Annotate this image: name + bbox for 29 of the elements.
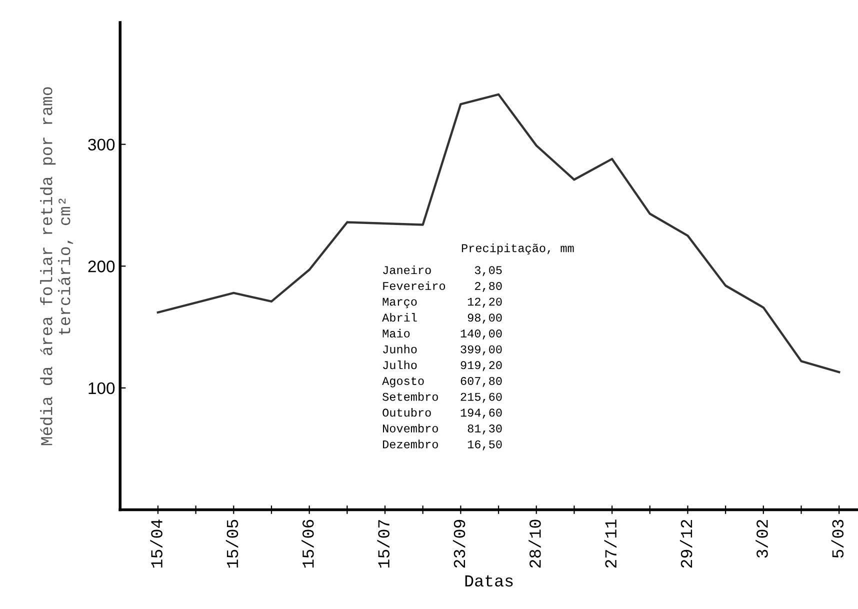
y-tick-label: 300: [88, 138, 115, 151]
annotation: Julho 919,20: [383, 360, 502, 372]
y-tick-label: 200: [88, 260, 115, 272]
x-axis-title: Datas: [465, 575, 513, 587]
x-tick-label: 15/06: [302, 520, 314, 568]
annotation: Março 12,20: [382, 298, 502, 308]
annotation: Fevereiro 2,80: [383, 281, 502, 292]
y-tick-label: 100: [88, 382, 115, 394]
x-tick-label: 27/11: [604, 520, 617, 568]
annotation: Novembro 81,30: [383, 424, 502, 434]
x-tick-label: 15/04: [150, 520, 162, 568]
annotation: Junho 399,00: [383, 344, 502, 356]
x-tick-label: 29/12: [680, 520, 692, 568]
annotation: Outubro 194,60: [382, 408, 502, 419]
line-series: [156, 93, 840, 374]
y-axis-title: Média da área foliar retida por ramo terciário, cm²: [40, 87, 74, 446]
annotation: Maio 140,00: [382, 328, 502, 340]
x-tick-label: 15/05: [226, 520, 238, 568]
annotation: Abril 98,00: [382, 313, 502, 324]
annotation: Dezembro 16,50: [383, 440, 502, 450]
x-tick-label: 5/03: [831, 520, 844, 558]
x-tick-label: 28/10: [528, 520, 541, 568]
annotation: Janeiro 3,05: [383, 266, 502, 276]
x-tick-label: 23/09: [452, 520, 466, 568]
annotation: Agosto 607,80: [382, 377, 502, 388]
annotation: Setembro 215,60: [382, 392, 502, 403]
x-tick-label: 15/07: [377, 520, 390, 568]
annotation: Precipitação, mm: [462, 244, 574, 255]
x-tick-label: 3/02: [756, 520, 768, 558]
